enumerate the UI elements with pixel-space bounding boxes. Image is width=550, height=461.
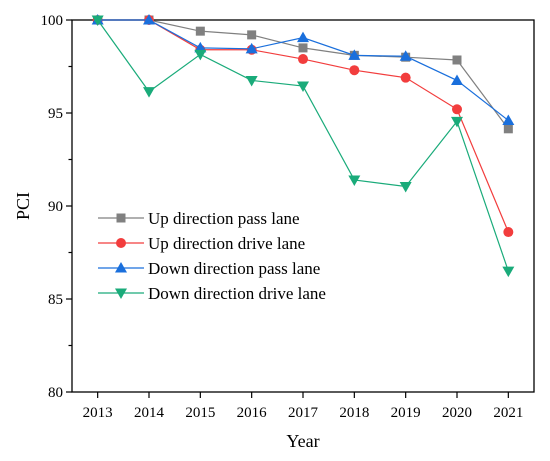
data-point <box>502 114 515 125</box>
data-point <box>399 181 412 193</box>
x-tick-label: 2013 <box>83 405 113 421</box>
data-point <box>297 31 309 43</box>
x-tick-label: 2017 <box>288 405 319 421</box>
legend-item: Down direction drive lane <box>98 284 326 303</box>
data-point <box>452 55 462 65</box>
legend-label: Down direction drive lane <box>148 284 326 303</box>
data-point <box>348 175 361 186</box>
legend-label: Up direction drive lane <box>148 234 305 253</box>
data-point <box>195 26 205 36</box>
x-tick-label: 2014 <box>134 405 165 421</box>
y-tick-label: 90 <box>48 199 63 215</box>
series-layer <box>91 14 515 278</box>
legend-marker <box>116 213 126 223</box>
data-point <box>399 50 412 61</box>
series-4 <box>91 15 515 278</box>
y-tick-label: 95 <box>48 106 63 122</box>
data-point <box>91 15 104 26</box>
legend-item: Up direction pass lane <box>98 209 300 228</box>
x-tick-label: 2015 <box>185 405 215 421</box>
data-point <box>297 81 309 93</box>
data-point <box>452 104 462 115</box>
y-tick-label: 85 <box>48 292 63 308</box>
x-tick-label: 2018 <box>339 405 369 421</box>
legend: Up direction pass lane Up direction drive… <box>98 209 326 303</box>
legend-marker <box>115 288 127 299</box>
legend-label: Down direction pass lane <box>148 259 320 278</box>
data-point <box>194 41 207 53</box>
data-point <box>298 43 308 53</box>
legend-marker <box>115 262 127 273</box>
data-point <box>245 42 258 54</box>
x-tick-label: 2016 <box>237 405 268 421</box>
data-point <box>451 74 463 85</box>
data-point <box>503 124 513 134</box>
x-tick-label: 2020 <box>442 405 472 421</box>
y-tick-label: 100 <box>41 13 64 29</box>
data-point <box>143 87 155 98</box>
data-point <box>400 72 411 83</box>
series-3 <box>91 14 515 125</box>
data-point <box>451 116 463 128</box>
axes: 80 85 90 95 100 2013 2014 2015 2016 2017 2018 2019 2… <box>41 13 535 421</box>
legend-item: Down direction pass lane <box>98 259 320 278</box>
y-tick-label: 80 <box>48 385 63 401</box>
data-point <box>349 65 360 76</box>
data-point <box>348 49 361 60</box>
data-point <box>503 227 514 238</box>
data-point <box>245 75 258 87</box>
x-axis-title: Year <box>286 431 319 451</box>
data-point <box>194 49 207 61</box>
data-point <box>298 54 308 65</box>
x-tick-label: 2019 <box>391 405 421 421</box>
data-point <box>247 30 257 40</box>
legend-label: Up direction pass lane <box>148 209 300 228</box>
data-point <box>502 266 515 278</box>
plot-frame <box>71 19 535 393</box>
legend-marker <box>116 238 126 248</box>
x-tick-label: 2021 <box>493 405 523 421</box>
data-point <box>143 14 155 25</box>
legend-item: Up direction drive lane <box>98 234 305 253</box>
y-axis-title: PCI <box>13 192 33 220</box>
